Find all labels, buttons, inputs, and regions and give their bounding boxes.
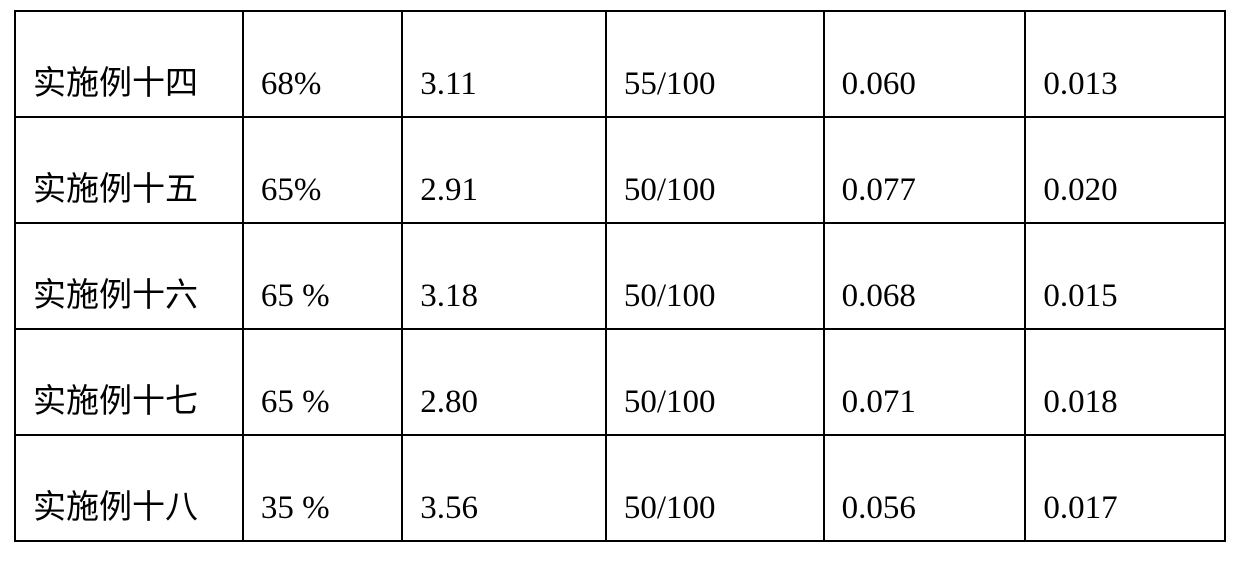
cell-text: 2.80	[404, 386, 604, 433]
cell-c3: 50/100	[606, 329, 824, 435]
cell-c2: 3.18	[402, 223, 606, 329]
cell-text: 50/100	[608, 174, 822, 221]
cell-label: 实施例十六	[15, 223, 243, 329]
cell-c2: 2.91	[402, 117, 606, 223]
cell-text: 3.11	[404, 68, 604, 115]
cell-c1: 68%	[243, 11, 402, 117]
cell-text: 0.015	[1027, 280, 1223, 327]
cell-c3: 50/100	[606, 117, 824, 223]
table-container: 实施例十四 68% 3.11 55/100 0.060 0.013 实施例十五 …	[0, 0, 1240, 556]
cell-text: 0.013	[1027, 68, 1223, 115]
cell-label: 实施例十五	[15, 117, 243, 223]
cell-c1: 65 %	[243, 223, 402, 329]
cell-c1: 35 %	[243, 435, 402, 541]
cell-text: 65%	[245, 174, 400, 221]
cell-text: 50/100	[608, 386, 822, 433]
cell-text: 0.056	[826, 492, 1024, 539]
table-row: 实施例十六 65 % 3.18 50/100 0.068 0.015	[15, 223, 1225, 329]
cell-c5: 0.015	[1025, 223, 1225, 329]
cell-c2: 3.56	[402, 435, 606, 541]
cell-c1: 65%	[243, 117, 402, 223]
cell-text: 35 %	[245, 492, 400, 539]
table-body: 实施例十四 68% 3.11 55/100 0.060 0.013 实施例十五 …	[15, 11, 1225, 541]
cell-label: 实施例十七	[15, 329, 243, 435]
cell-c1: 65 %	[243, 329, 402, 435]
cell-c4: 0.077	[824, 117, 1026, 223]
cell-c4: 0.068	[824, 223, 1026, 329]
cell-text: 65 %	[245, 280, 400, 327]
cell-text: 3.56	[404, 492, 604, 539]
table-row: 实施例十四 68% 3.11 55/100 0.060 0.013	[15, 11, 1225, 117]
cell-c5: 0.020	[1025, 117, 1225, 223]
cell-text: 0.018	[1027, 386, 1223, 433]
cell-text: 0.020	[1027, 174, 1223, 221]
cell-c5: 0.018	[1025, 329, 1225, 435]
cell-text: 实施例十六	[17, 280, 241, 327]
cell-c2: 2.80	[402, 329, 606, 435]
cell-text: 0.017	[1027, 492, 1223, 539]
cell-c5: 0.017	[1025, 435, 1225, 541]
table-row: 实施例十七 65 % 2.80 50/100 0.071 0.018	[15, 329, 1225, 435]
cell-text: 50/100	[608, 280, 822, 327]
cell-text: 实施例十八	[17, 492, 241, 539]
cell-text: 0.071	[826, 386, 1024, 433]
table-row: 实施例十五 65% 2.91 50/100 0.077 0.020	[15, 117, 1225, 223]
cell-label: 实施例十四	[15, 11, 243, 117]
cell-text: 0.060	[826, 68, 1024, 115]
cell-c4: 0.060	[824, 11, 1026, 117]
cell-c4: 0.056	[824, 435, 1026, 541]
cell-label: 实施例十八	[15, 435, 243, 541]
cell-c3: 50/100	[606, 435, 824, 541]
cell-c4: 0.071	[824, 329, 1026, 435]
cell-c2: 3.11	[402, 11, 606, 117]
data-table: 实施例十四 68% 3.11 55/100 0.060 0.013 实施例十五 …	[14, 10, 1226, 542]
table-row: 实施例十八 35 % 3.56 50/100 0.056 0.017	[15, 435, 1225, 541]
cell-text: 实施例十五	[17, 174, 241, 221]
cell-text: 0.068	[826, 280, 1024, 327]
cell-text: 实施例十七	[17, 386, 241, 433]
cell-c3: 50/100	[606, 223, 824, 329]
cell-c5: 0.013	[1025, 11, 1225, 117]
cell-text: 55/100	[608, 68, 822, 115]
cell-text: 实施例十四	[17, 68, 241, 115]
cell-text: 3.18	[404, 280, 604, 327]
cell-text: 0.077	[826, 174, 1024, 221]
cell-text: 50/100	[608, 492, 822, 539]
cell-text: 2.91	[404, 174, 604, 221]
cell-text: 65 %	[245, 386, 400, 433]
cell-text: 68%	[245, 68, 400, 115]
cell-c3: 55/100	[606, 11, 824, 117]
